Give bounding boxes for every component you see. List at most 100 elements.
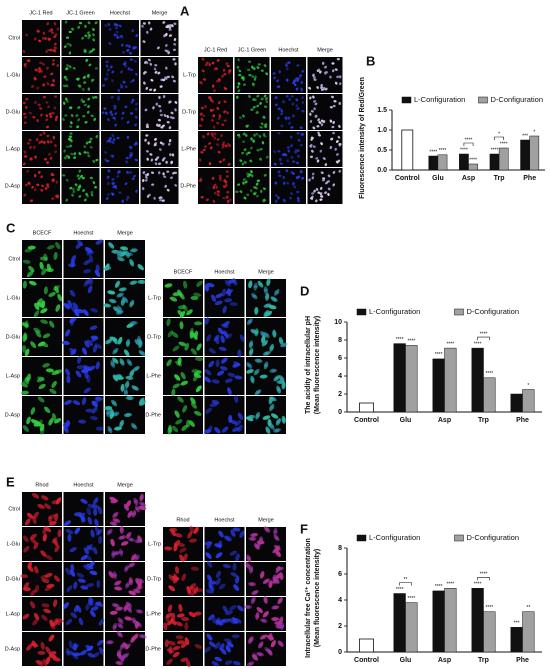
cell — [164, 546, 173, 551]
cell — [64, 114, 68, 117]
cell — [129, 369, 135, 378]
cell — [65, 329, 71, 337]
micrograph — [245, 396, 286, 435]
cell — [110, 360, 116, 368]
significance-label: ** — [526, 605, 530, 611]
cell — [117, 171, 121, 174]
cell — [137, 264, 144, 271]
cell — [118, 535, 126, 540]
cell — [111, 154, 115, 158]
cell — [171, 153, 175, 157]
cell — [26, 169, 30, 173]
micrograph — [63, 596, 105, 631]
cell — [163, 622, 168, 631]
cell — [220, 335, 225, 344]
cell — [282, 100, 285, 104]
cell — [215, 185, 218, 189]
cell — [88, 561, 95, 568]
cell — [37, 396, 45, 403]
cell — [63, 425, 69, 434]
cell — [87, 73, 90, 78]
cell-nucleus — [315, 115, 318, 118]
cell — [190, 348, 197, 355]
cell — [67, 155, 71, 160]
cell-nucleus — [168, 28, 172, 31]
bar — [444, 347, 457, 413]
cell — [259, 634, 268, 640]
cell — [76, 572, 85, 578]
cell — [234, 375, 243, 380]
cell — [169, 153, 172, 157]
cell — [238, 116, 243, 119]
cell — [162, 78, 166, 82]
cell — [325, 181, 328, 185]
bar — [428, 155, 439, 171]
cell — [33, 612, 40, 621]
comparison-label: **** — [465, 137, 473, 143]
cell — [168, 28, 172, 31]
cell — [20, 574, 29, 579]
cell — [312, 95, 315, 99]
cell — [180, 380, 188, 386]
cell — [258, 641, 264, 649]
cell — [291, 102, 295, 106]
cell — [108, 28, 112, 31]
row-label: L-Asp — [6, 146, 20, 152]
cell — [32, 145, 36, 149]
micrograph-bg — [63, 632, 104, 666]
cell — [85, 644, 93, 651]
cell — [92, 27, 95, 32]
cell — [282, 181, 286, 185]
row-label: Ctrol — [8, 506, 20, 512]
cell — [94, 396, 103, 401]
cell — [244, 604, 253, 609]
cell — [97, 506, 103, 515]
column-label: Merge — [117, 482, 133, 488]
cell — [255, 611, 260, 620]
cell — [48, 634, 55, 642]
cell — [222, 564, 231, 569]
cell — [104, 77, 107, 81]
cell — [229, 604, 237, 611]
bar — [522, 611, 535, 653]
cell — [68, 640, 73, 649]
cell — [228, 618, 236, 625]
cell — [111, 399, 118, 407]
cell — [329, 119, 333, 123]
cell — [29, 601, 36, 609]
cell — [24, 348, 30, 357]
cell — [213, 183, 217, 187]
panel-letter: D — [300, 283, 309, 298]
cell — [228, 69, 232, 72]
cell — [113, 104, 117, 108]
cell — [292, 114, 295, 118]
cell — [145, 150, 150, 153]
cell — [249, 189, 253, 193]
cell — [155, 102, 158, 106]
cell — [114, 280, 121, 288]
cell — [107, 290, 116, 295]
cell — [317, 131, 320, 135]
cell — [78, 21, 82, 25]
cell — [215, 617, 221, 626]
cell — [106, 193, 110, 196]
cell — [252, 192, 256, 196]
cell — [308, 178, 311, 182]
cell — [180, 642, 188, 648]
cell — [319, 186, 323, 190]
cell — [286, 181, 290, 185]
cell — [280, 112, 284, 116]
cell — [222, 305, 227, 314]
cell — [253, 368, 260, 376]
cell — [259, 126, 263, 129]
cell — [219, 366, 228, 371]
cell — [112, 357, 119, 364]
cell — [82, 347, 88, 355]
cell — [209, 146, 213, 150]
micrograph — [198, 94, 233, 130]
column-label: Merge — [258, 517, 274, 523]
significance-label: **** — [474, 341, 482, 347]
x-tick-label: Glu — [400, 657, 412, 664]
comparison-bracket — [477, 577, 490, 581]
cell — [214, 427, 221, 434]
